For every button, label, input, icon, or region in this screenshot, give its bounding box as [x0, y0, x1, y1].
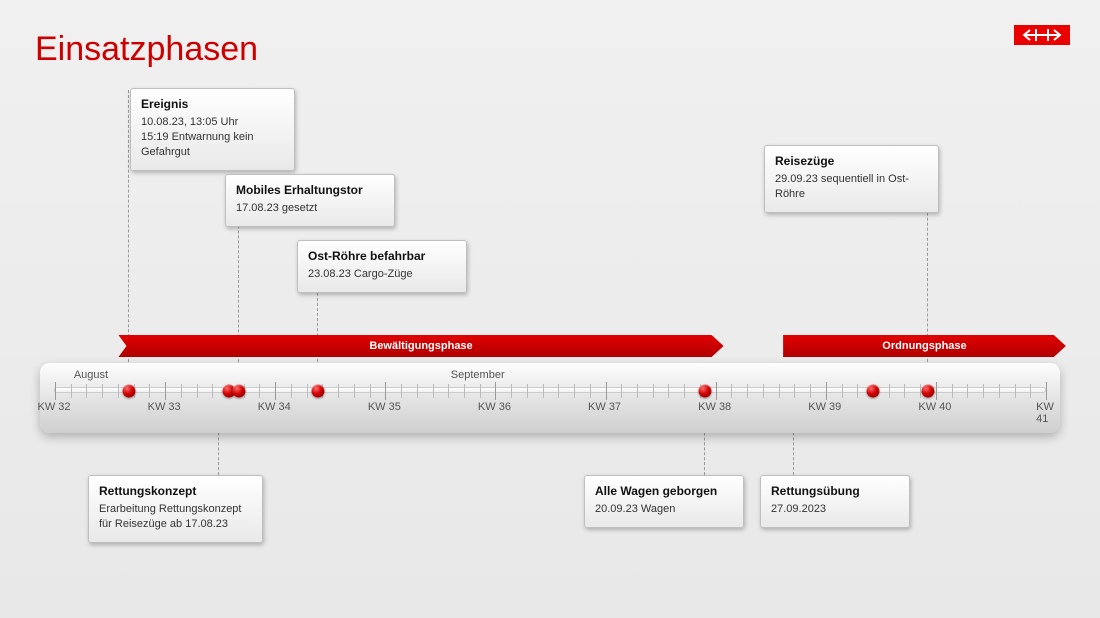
timeline-axis — [54, 387, 1046, 393]
sbb-logo — [1014, 25, 1070, 45]
week-label: KW 36 — [478, 401, 511, 413]
event-card-title: Alle Wagen geborgen — [595, 484, 733, 498]
event-card-title: Ost-Röhre befahrbar — [308, 249, 456, 263]
event-dot — [698, 385, 711, 398]
event-card-ostroehre: Ost-Röhre befahrbar 23.08.23 Cargo-Züge — [297, 240, 467, 293]
event-card-erhaltung: Mobiles Erhaltungstor 17.08.23 gesetzt — [225, 174, 395, 227]
page-title: Einsatzphasen — [35, 30, 258, 69]
event-card-body: 27.09.2023 — [771, 502, 899, 517]
event-card-title: Rettungsübung — [771, 484, 899, 498]
event-card-body: 20.09.23 Wagen — [595, 502, 733, 517]
event-card-title: Mobiles Erhaltungstor — [236, 183, 384, 197]
week-tick — [165, 382, 166, 400]
event-card-body: 23.08.23 Cargo-Züge — [308, 267, 456, 282]
phase-segment: Bewältigungsphase — [118, 335, 723, 357]
week-tick — [826, 382, 827, 400]
event-dot — [921, 385, 934, 398]
month-label: September — [451, 369, 505, 381]
event-dot — [311, 385, 324, 398]
event-dot — [867, 385, 880, 398]
event-card-allewagen: Alle Wagen geborgen 20.09.23 Wagen — [584, 475, 744, 528]
phase-bar: BewältigungsphaseOrdnungsphase — [40, 335, 1060, 357]
event-card-title: Ereignis — [141, 97, 284, 111]
week-tick — [55, 382, 56, 400]
event-card-rettueb: Rettungsübung 27.09.2023 — [760, 475, 910, 528]
event-card-reisezuege: Reisezüge 29.09.23 sequentiell in Ost-Röh… — [764, 145, 939, 213]
event-card-title: Reisezüge — [775, 154, 928, 168]
week-label: KW 37 — [588, 401, 621, 413]
week-tick — [495, 382, 496, 400]
event-dot — [123, 385, 136, 398]
week-label: KW 40 — [918, 401, 951, 413]
week-tick — [936, 382, 937, 400]
week-label: KW 35 — [368, 401, 401, 413]
event-dot — [232, 385, 245, 398]
month-label: August — [74, 369, 108, 381]
week-label: KW 32 — [37, 401, 70, 413]
week-tick — [275, 382, 276, 400]
week-label: KW 33 — [148, 401, 181, 413]
event-card-ereignis: Ereignis 10.08.23, 13:05 Uhr15:19 Entwarn… — [130, 88, 295, 171]
event-card-body: 10.08.23, 13:05 Uhr15:19 Entwarnung kein… — [141, 115, 284, 160]
event-card-body: 29.09.23 sequentiell in Ost-Röhre — [775, 172, 928, 202]
event-card-rettungsk: Rettungskonzept Erarbeitung Rettungskonze… — [88, 475, 263, 543]
event-card-body: 17.08.23 gesetzt — [236, 201, 384, 216]
phase-segment: Ordnungsphase — [783, 335, 1066, 357]
month-labels: August September — [54, 369, 1046, 385]
week-tick — [385, 382, 386, 400]
week-tick — [1046, 382, 1047, 400]
week-label: KW 41 — [1036, 401, 1054, 425]
week-labels: KW 32KW 33KW 34KW 35KW 36KW 37KW 38KW 39… — [54, 401, 1046, 421]
week-label: KW 34 — [258, 401, 291, 413]
week-label: KW 38 — [698, 401, 731, 413]
event-card-title: Rettungskonzept — [99, 484, 252, 498]
week-tick — [606, 382, 607, 400]
timeline-panel: August September KW 32 KW 33 KW 34 KW 35 KW 3… — [40, 363, 1060, 433]
timeline: BewältigungsphaseOrdnungsphase August Sep… — [40, 335, 1060, 433]
week-tick — [716, 382, 717, 400]
week-label: KW 39 — [808, 401, 841, 413]
event-card-body: Erarbeitung Rettungskonzept für Reisezüg… — [99, 502, 252, 532]
